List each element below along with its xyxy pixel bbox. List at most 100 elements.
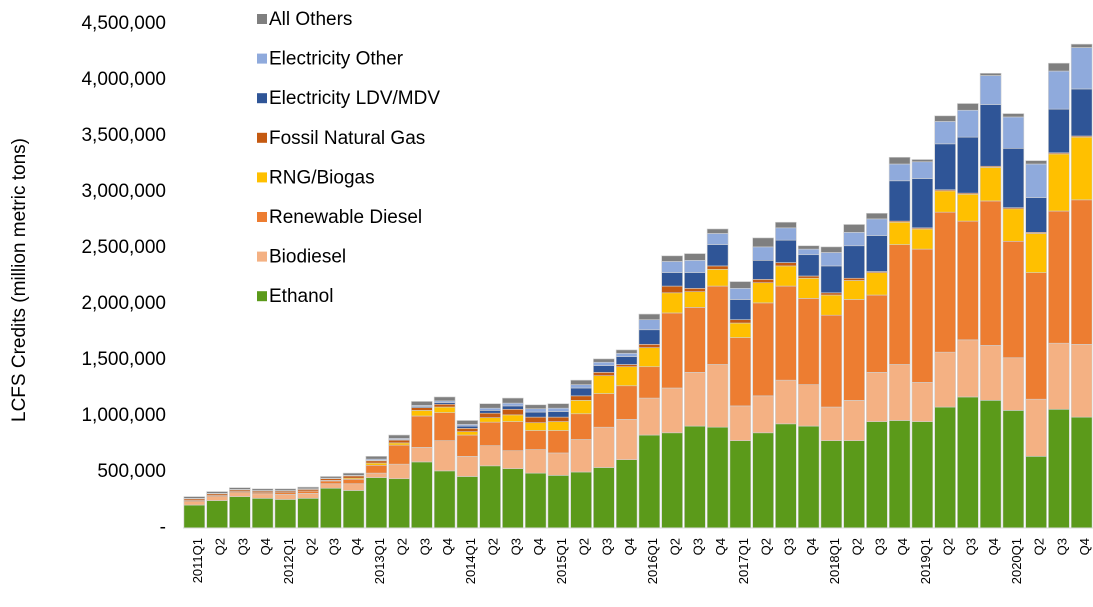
bar-segment [661,432,683,529]
bar-segment [479,412,501,418]
bar-segment [729,322,752,338]
legend-label: Fossil Natural Gas [269,128,425,149]
bar-segment [797,248,820,256]
bar-segment [365,456,388,460]
bar-segment [320,487,342,529]
legend-label: All Others [269,9,352,30]
bar-segment [411,415,433,448]
bar-segment [433,412,456,441]
bar-segment [1025,233,1047,273]
bar-segment [684,307,706,373]
x-tick-label: Q2 [577,538,592,555]
x-tick-label: Q2 [759,538,774,555]
bar-segment [615,349,638,354]
bar-segment [388,463,410,480]
bar-segment [729,337,752,407]
bar-segment [661,285,683,294]
bar-segment [820,246,843,253]
bar-segment [866,272,888,296]
bar-segment [547,452,570,476]
bar-segment [661,312,683,389]
bar-segment [638,366,661,399]
bar-segment [1048,408,1070,529]
bar-segment [388,439,410,444]
bar-segment [593,426,615,468]
bar-segment [752,432,774,529]
bar-segment [934,211,956,353]
bar-segment [775,265,797,287]
bar-segment [684,272,706,289]
bar-segment [297,486,319,490]
bar-segment [524,472,547,529]
bar-segment [342,472,365,476]
x-tick-label: Q4 [1077,538,1092,555]
bar-segment [593,375,615,394]
bar-segment [320,483,342,489]
bar-segment [570,379,592,385]
bar-segment [934,406,956,529]
bar-segment [638,329,661,345]
bar-segment [297,492,319,499]
bar-segment [1002,116,1025,149]
bar-segment [866,235,888,272]
bar-segment [593,393,615,428]
bar-segment [1048,153,1070,212]
bar-segment [456,425,479,429]
bar-segment [843,224,865,233]
bar-segment [775,239,797,263]
bar-segment [797,275,820,279]
bar-segment [1025,398,1047,457]
bar-segment [775,221,797,229]
bar-segment [729,440,752,529]
bar-segment [1048,70,1070,110]
bar-segment [479,403,501,409]
bar-segment [524,430,547,450]
bar-segment [502,468,524,529]
bar-segment [684,253,706,261]
bar-segment [934,143,956,191]
bar-segment [1002,148,1025,208]
bar-segment [615,356,638,365]
bar-segment [1070,47,1093,90]
bar-segment [752,302,774,397]
bar-segment [524,449,547,474]
bar-segment [638,347,661,368]
bar-segment [411,461,433,529]
x-tick-label: 2019Q1 [918,538,933,584]
bar-segment [979,75,1002,105]
bar-segment [479,465,501,529]
bar-segment [638,434,661,529]
bar-segment [502,405,524,410]
bar-segment [433,403,456,408]
bar-segment [684,425,706,529]
bar-segment [502,402,524,407]
bar-segment [479,445,501,467]
bar-segment [1025,197,1047,233]
bar-segment [547,411,570,418]
bar-segment [183,501,206,506]
x-tick-label: Q4 [804,538,819,555]
bar-segment [888,180,911,222]
bar-segment [775,227,797,241]
bar-segment [433,470,456,529]
bar-segment [934,351,956,408]
bar-segment [957,339,979,398]
bar-segment [775,379,797,425]
y-tick-label: 1,500,000 [81,349,166,370]
bar-segment [229,487,251,490]
bar-segment [979,72,1002,76]
bar-segment [820,294,843,316]
bar-segment [1070,199,1093,345]
bar-segment [388,442,410,446]
bar-segment [593,365,615,373]
bar-segment [206,500,228,529]
bar-segment [1048,210,1070,344]
bar-segment [638,344,661,348]
bar-segment [638,397,661,436]
x-tick-label: Q3 [963,538,978,555]
bar-segment [911,159,934,163]
bar-segment [797,245,820,250]
bar-segment [1002,208,1025,242]
y-tick-label: 3,500,000 [81,125,166,146]
bar-segment [524,404,547,410]
